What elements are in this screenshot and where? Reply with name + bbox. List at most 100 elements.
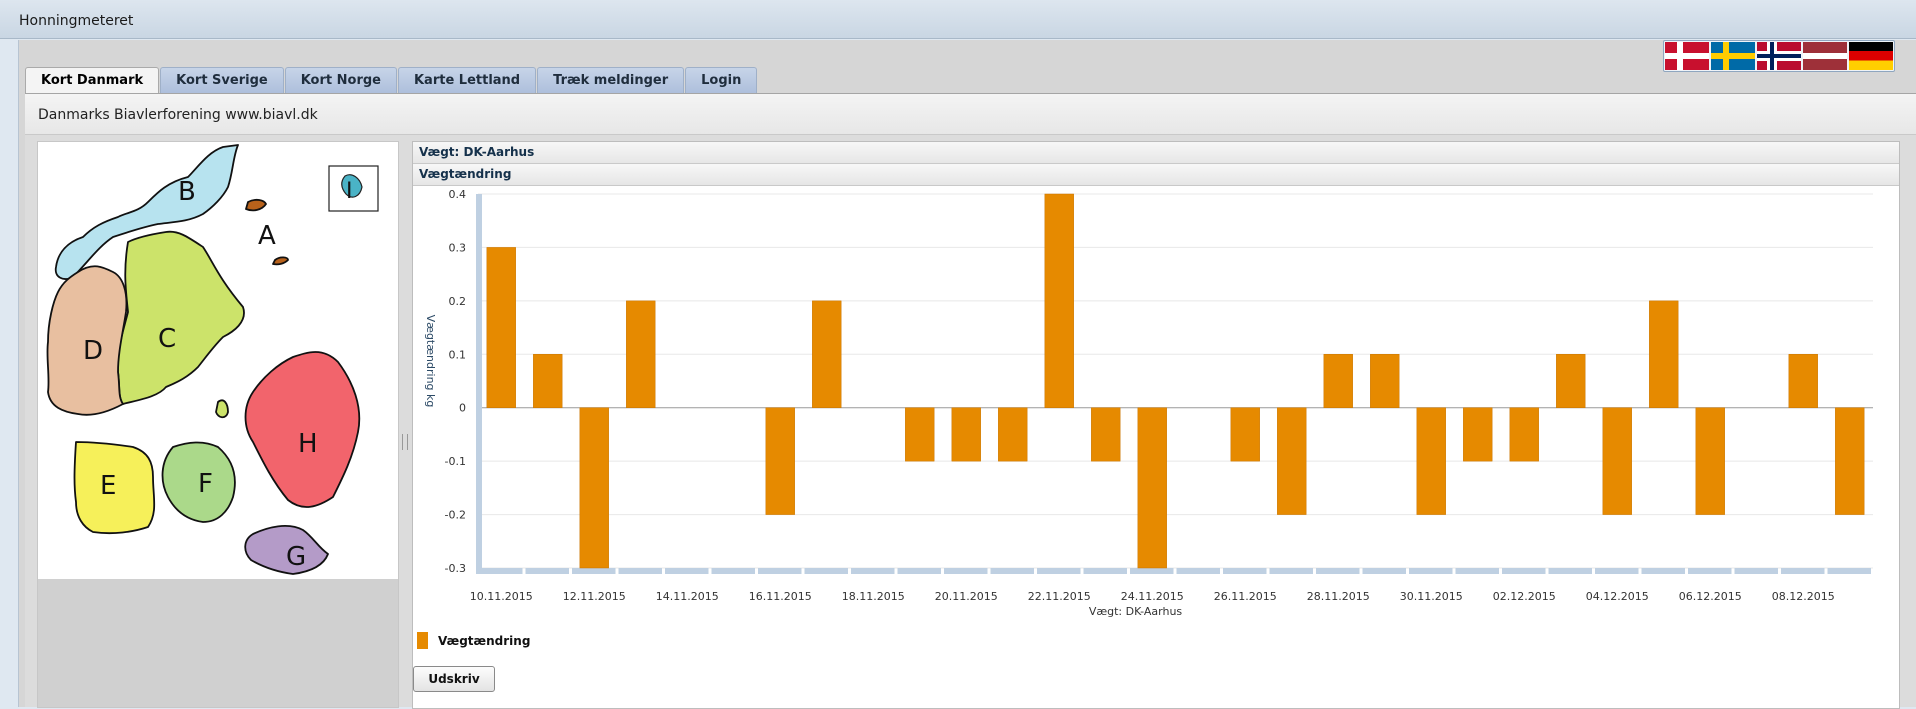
flag-norway-icon[interactable] (1757, 42, 1801, 70)
chart-bar[interactable] (1416, 407, 1446, 515)
map-region-f (161, 441, 236, 523)
x-axis-segment (618, 568, 662, 574)
tab-traek-meldinger[interactable]: Træk meldinger (537, 67, 685, 93)
legend-swatch (417, 632, 428, 649)
chart-bar[interactable] (1788, 354, 1818, 408)
x-axis-segment (711, 568, 755, 574)
x-tick-label: 10.11.2015 (470, 590, 533, 603)
chart-bar[interactable] (765, 407, 795, 515)
org-text: Danmarks Biavlerforening www.biavl.dk (38, 107, 318, 123)
x-axis-segment (1269, 568, 1313, 574)
x-axis-segment (1827, 568, 1871, 574)
chart-bar[interactable] (626, 300, 656, 408)
flag-denmark-icon[interactable] (1665, 42, 1709, 70)
x-tick-label: 14.11.2015 (656, 590, 719, 603)
chart-bar[interactable] (1277, 407, 1307, 515)
chart-area: 0.4 0.3 0.2 0.1 0 -0.1 -0.2 -0.3 10.11.2015 12.11… (413, 188, 1899, 618)
flag-latvia-icon[interactable] (1803, 42, 1847, 70)
x-axis-segment (851, 568, 895, 574)
x-tick-label: 04.12.2015 (1586, 590, 1649, 603)
denmark-map[interactable]: B A C D E F G H I (37, 141, 399, 581)
y-tick-label: -0.3 (445, 562, 466, 575)
flag-germany-icon[interactable] (1849, 42, 1893, 70)
x-axis-segment (944, 568, 988, 574)
x-axis-segment (1037, 568, 1081, 574)
x-axis-segment (1641, 568, 1685, 574)
chart-bar[interactable] (1695, 407, 1725, 515)
x-axis-segment (572, 568, 616, 574)
x-axis-segment (758, 568, 802, 574)
chart-bar[interactable] (1556, 354, 1586, 408)
chart-panel: Vægt: DK-Aarhus Vægtændring 0.4 0.3 0.2 0.1… (412, 141, 1900, 709)
chart-bar[interactable] (533, 354, 563, 408)
map-panel-footer (37, 579, 399, 708)
tab-kort-sverige[interactable]: Kort Sverige (160, 67, 284, 93)
map-region-h (244, 351, 361, 508)
chart-bar[interactable] (1230, 407, 1260, 462)
main-frame: Kort Danmark Kort Sverige Kort Norge Kar… (18, 40, 1916, 709)
x-tick-label: 08.12.2015 (1772, 590, 1835, 603)
x-axis-segment (804, 568, 848, 574)
y-axis-band (476, 194, 482, 574)
chart-bar[interactable] (1370, 354, 1400, 408)
x-axis-segment (665, 568, 709, 574)
print-button[interactable]: Udskriv (413, 666, 495, 692)
chart-bar[interactable] (1835, 407, 1865, 515)
tab-content: Danmarks Biavlerforening www.biavl.dk (25, 94, 1916, 709)
map-region-a2 (272, 256, 289, 266)
chart-bar[interactable] (1323, 354, 1353, 408)
language-flags (1663, 40, 1895, 72)
x-tick-label: 02.12.2015 (1493, 590, 1556, 603)
chart-bar[interactable] (1044, 193, 1074, 408)
y-tick-label: 0.1 (449, 348, 467, 361)
x-tick-label: 20.11.2015 (935, 590, 998, 603)
tab-karte-lettland[interactable]: Karte Lettland (397, 67, 537, 93)
chart-legend[interactable]: Vægtændring (417, 632, 530, 649)
x-axis-segment (1781, 568, 1825, 574)
chart-bar[interactable] (486, 247, 516, 408)
chart-bar[interactable] (1509, 407, 1539, 462)
y-tick-label: 0.2 (449, 295, 467, 308)
tab-kort-norge[interactable]: Kort Norge (284, 67, 397, 93)
chart-bar[interactable] (1091, 407, 1121, 462)
x-axis-segment (1130, 568, 1174, 574)
x-axis-segment (1595, 568, 1639, 574)
chart-bar[interactable] (812, 300, 842, 408)
x-axis-segment (479, 568, 523, 574)
legend-label: Vægtændring (438, 633, 531, 648)
map-label-c: C (158, 324, 176, 354)
chart-bar[interactable] (998, 407, 1028, 462)
flag-sweden-icon[interactable] (1711, 42, 1755, 70)
chart-bar[interactable] (1649, 300, 1679, 408)
x-axis-segment (1409, 568, 1453, 574)
weight-change-chart: 0.4 0.3 0.2 0.1 0 -0.1 -0.2 -0.3 10.11.2015 12.11… (424, 188, 1873, 618)
map-label-f: F (198, 469, 213, 499)
x-axis-segment (1548, 568, 1592, 574)
map-region-b (54, 144, 239, 280)
x-axis-segment (1688, 568, 1732, 574)
app-header: Honningmeteret (0, 0, 1916, 39)
splitter-handle[interactable] (402, 434, 408, 450)
x-axis-segment (1176, 568, 1220, 574)
tab-divider (25, 93, 1916, 94)
map-region-e (73, 441, 156, 535)
tab-kort-danmark[interactable]: Kort Danmark (25, 67, 160, 95)
x-axis-segment (1362, 568, 1406, 574)
x-tick-label: 18.11.2015 (842, 590, 905, 603)
y-tick-label: 0.4 (449, 188, 467, 201)
x-axis-segment (1316, 568, 1360, 574)
tab-login[interactable]: Login (685, 67, 758, 93)
chart-bar[interactable] (1137, 407, 1167, 569)
chart-bar[interactable] (579, 407, 609, 569)
chart-bar[interactable] (1463, 407, 1493, 462)
x-axis-segment (990, 568, 1034, 574)
chart-bar[interactable] (905, 407, 935, 462)
x-axis-segment (1502, 568, 1546, 574)
y-axis-label: Vægtændring kg (424, 315, 437, 408)
map-region-g (244, 525, 329, 575)
x-axis-segment (897, 568, 941, 574)
map-label-b: B (178, 177, 196, 207)
chart-bar[interactable] (951, 407, 981, 462)
chart-bar[interactable] (1602, 407, 1632, 515)
map-label-i: I (346, 179, 353, 204)
